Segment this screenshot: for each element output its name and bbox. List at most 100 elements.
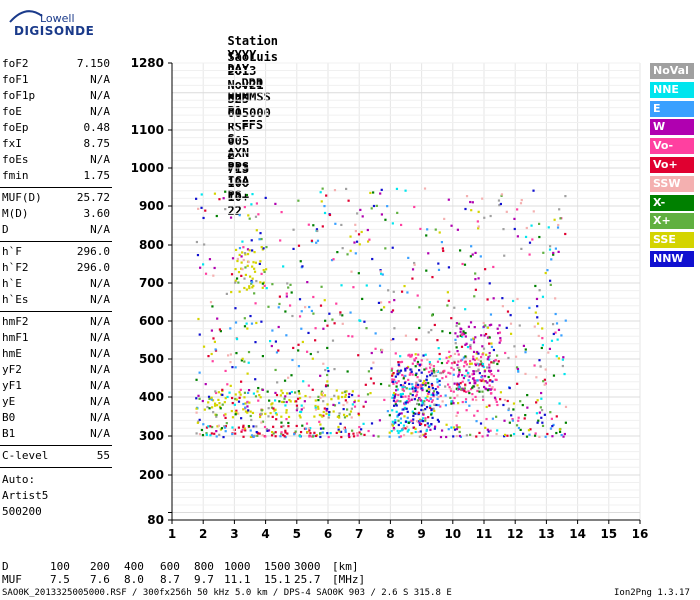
echo-point <box>361 297 364 301</box>
echo-point <box>291 358 294 362</box>
y-tick-label: 1100 <box>131 123 164 137</box>
echo-point <box>439 405 442 408</box>
echo-point <box>238 391 241 394</box>
y-tick-label: 1000 <box>131 161 164 175</box>
echo-point <box>322 410 325 414</box>
echo-point <box>429 406 432 409</box>
echo-point <box>483 216 486 219</box>
echo-point <box>215 404 219 407</box>
echo-point <box>430 413 433 416</box>
echo-point <box>415 382 418 385</box>
echo-point <box>205 432 208 435</box>
echo-point <box>552 332 555 336</box>
echo-point <box>315 228 319 231</box>
echo-point <box>333 322 336 325</box>
echo-point <box>416 362 419 366</box>
echo-point <box>412 390 415 393</box>
echo-point <box>418 369 421 372</box>
echo-point <box>261 434 264 437</box>
echo-point <box>388 384 391 387</box>
echo-point <box>274 431 277 434</box>
echo-point <box>493 360 496 363</box>
echo-point <box>437 347 440 350</box>
echo-point <box>218 405 222 408</box>
echo-point <box>408 382 411 386</box>
echo-point <box>229 327 232 330</box>
echo-point <box>280 425 283 428</box>
echo-point <box>407 354 410 357</box>
echo-point <box>560 334 563 337</box>
echo-point <box>432 393 435 397</box>
echo-point <box>343 416 347 419</box>
echo-point <box>297 390 300 393</box>
echo-point <box>263 284 266 287</box>
echo-point <box>430 314 434 317</box>
echo-point <box>455 424 458 427</box>
echo-point <box>489 379 492 382</box>
echo-point <box>213 340 216 343</box>
echo-point <box>497 332 500 335</box>
echo-point <box>473 295 476 298</box>
echo-point <box>363 433 366 437</box>
echo-point <box>418 397 421 400</box>
x-tick-label: 4 <box>261 527 269 541</box>
echo-point <box>481 345 484 348</box>
echo-point <box>397 373 400 376</box>
echo-point <box>245 322 248 325</box>
echo-point <box>541 337 544 340</box>
echo-point <box>457 360 460 363</box>
echo-point <box>562 356 565 359</box>
echo-point <box>485 353 488 356</box>
echo-point <box>490 361 493 364</box>
echo-point <box>262 247 265 250</box>
echo-point <box>547 226 550 229</box>
echo-point <box>346 253 349 256</box>
echo-point <box>354 230 357 233</box>
echo-point <box>379 192 382 195</box>
param-name: foEs <box>2 153 29 166</box>
echo-point <box>425 405 429 409</box>
echo-point <box>283 435 286 438</box>
echo-point <box>356 434 359 437</box>
echo-point <box>234 411 237 414</box>
echo-point <box>350 270 353 273</box>
echo-point <box>255 202 259 205</box>
echo-point <box>516 367 519 371</box>
hdr-hhmmss-value: 005000 <box>227 106 271 120</box>
echo-point <box>479 355 483 359</box>
echo-point <box>254 341 257 344</box>
echo-point <box>337 397 340 400</box>
echo-point <box>414 430 417 434</box>
echo-point <box>397 380 400 383</box>
echo-point <box>195 411 198 414</box>
param-fmin: fmin 1.75 <box>2 169 110 185</box>
echo-point <box>299 430 303 434</box>
echo-point <box>455 346 458 349</box>
echo-point <box>516 235 519 238</box>
echo-point <box>458 386 461 389</box>
echo-point <box>260 245 263 249</box>
echo-point <box>231 416 235 419</box>
echo-point <box>325 194 328 197</box>
echo-point <box>265 268 268 271</box>
echo-point <box>493 396 497 399</box>
echo-point <box>457 387 460 391</box>
echo-point <box>347 434 351 437</box>
param-name: fxI <box>2 137 22 150</box>
echo-point <box>395 410 398 413</box>
echo-point <box>415 393 418 396</box>
echo-point <box>223 401 226 404</box>
echo-point <box>479 360 483 363</box>
echo-point <box>234 279 237 282</box>
echo-point <box>461 335 464 338</box>
echo-point <box>464 331 467 335</box>
echo-point <box>262 268 265 272</box>
echo-point <box>450 400 453 403</box>
echo-point <box>394 400 397 403</box>
echo-point <box>542 251 545 254</box>
echo-point <box>259 412 263 415</box>
echo-point <box>400 395 403 398</box>
echo-point <box>326 384 329 387</box>
echo-point <box>222 435 225 439</box>
echo-point <box>195 407 198 410</box>
